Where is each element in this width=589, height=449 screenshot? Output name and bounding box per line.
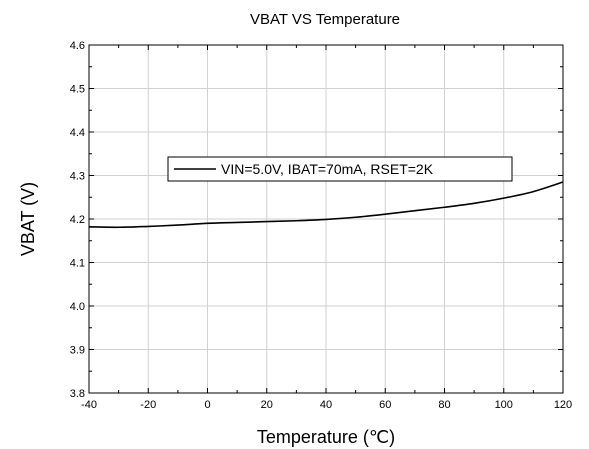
- legend-label: VIN=5.0V, IBAT=70mA, RSET=2K: [221, 161, 434, 177]
- legend: VIN=5.0V, IBAT=70mA, RSET=2K: [167, 156, 513, 182]
- series-group: [88, 181, 564, 229]
- series-line: [88, 181, 564, 229]
- x-tick-label: -20: [140, 399, 156, 411]
- x-tick-label: 0: [204, 399, 210, 411]
- x-tick-label: 60: [379, 399, 391, 411]
- x-tick-label: 40: [320, 399, 332, 411]
- x-tick-label: 100: [495, 399, 513, 411]
- y-tick-label: 4.4: [70, 127, 85, 139]
- y-tick-label: 4.6: [70, 40, 85, 52]
- y-tick-labels: 3.8 3.9 4.0 4.1 4.2 4.3 4.4 4.5 4.6: [70, 40, 85, 400]
- x-tick-label: -40: [81, 399, 97, 411]
- y-tick-label: 4.3: [70, 171, 85, 183]
- legend-box: [167, 156, 513, 182]
- chart-title: VBAT VS Temperature: [250, 11, 400, 28]
- y-tick-label: 3.8: [70, 388, 85, 400]
- y-tick-label: 4.2: [70, 214, 85, 226]
- x-tick-labels: -40 -20 0 20 40 60 80 100 120: [81, 399, 572, 411]
- y-tick-label: 3.9: [70, 345, 85, 357]
- ticks: [88, 44, 564, 394]
- x-tick-label: 80: [438, 399, 450, 411]
- x-axis-label: Temperature (℃): [257, 427, 395, 447]
- y-tick-label: 4.0: [70, 301, 85, 313]
- y-tick-label: 4.5: [70, 84, 85, 96]
- y-tick-label: 4.1: [70, 258, 85, 270]
- x-tick-label: 120: [554, 399, 572, 411]
- x-tick-label: 20: [261, 399, 273, 411]
- y-axis-label: VBAT (V): [18, 182, 38, 256]
